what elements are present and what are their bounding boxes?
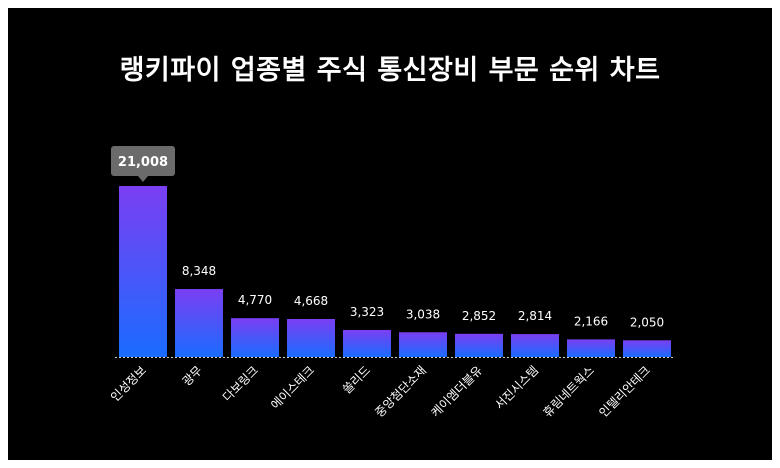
value-label-2: 8,348 (182, 264, 216, 278)
bar-2[interactable] (175, 289, 223, 357)
bar-6[interactable] (399, 332, 447, 357)
value-label-8: 2,814 (518, 309, 552, 323)
chart-title: 랭키파이 업종별 주식 통신장비 부문 순위 차트 (119, 55, 661, 86)
bar-4[interactable] (287, 319, 335, 357)
category-label-2: 광무 (180, 363, 206, 389)
value-label-3: 4,770 (238, 293, 272, 307)
bar-10[interactable] (623, 340, 671, 357)
category-label-1: 인성정보 (108, 363, 149, 404)
category-label-7: 케이엠더블유 (428, 363, 485, 420)
tooltip-pointer (138, 176, 148, 182)
category-label-4: 에이스테크 (268, 363, 317, 412)
value-label-1: 21,008 (118, 155, 168, 170)
category-label-6: 중앙첨단소재 (372, 363, 429, 420)
bar-8[interactable] (511, 334, 559, 357)
value-label-5: 3,323 (350, 305, 384, 319)
tooltip-box (111, 146, 175, 176)
bar-1[interactable] (119, 186, 167, 357)
bar-9[interactable] (567, 339, 615, 357)
category-label-9: 휴림네트웍스 (540, 363, 597, 420)
category-label-3: 다보링크 (220, 363, 261, 404)
value-tooltip: 21,008 (111, 146, 175, 182)
category-label-8: 서진시스템 (492, 363, 541, 412)
bar-5[interactable] (343, 329, 391, 357)
value-label-10: 2,050 (630, 315, 664, 329)
value-label-7: 2,852 (462, 309, 496, 323)
value-label-9: 2,166 (574, 314, 608, 328)
bar-7[interactable] (455, 333, 503, 357)
category-label-10: 인텔리안테크 (596, 363, 653, 420)
value-label-4: 4,668 (294, 294, 328, 308)
category-label-5: 쏠리드 (340, 363, 373, 396)
value-label-6: 3,038 (406, 307, 440, 321)
bar-3[interactable] (231, 318, 279, 357)
